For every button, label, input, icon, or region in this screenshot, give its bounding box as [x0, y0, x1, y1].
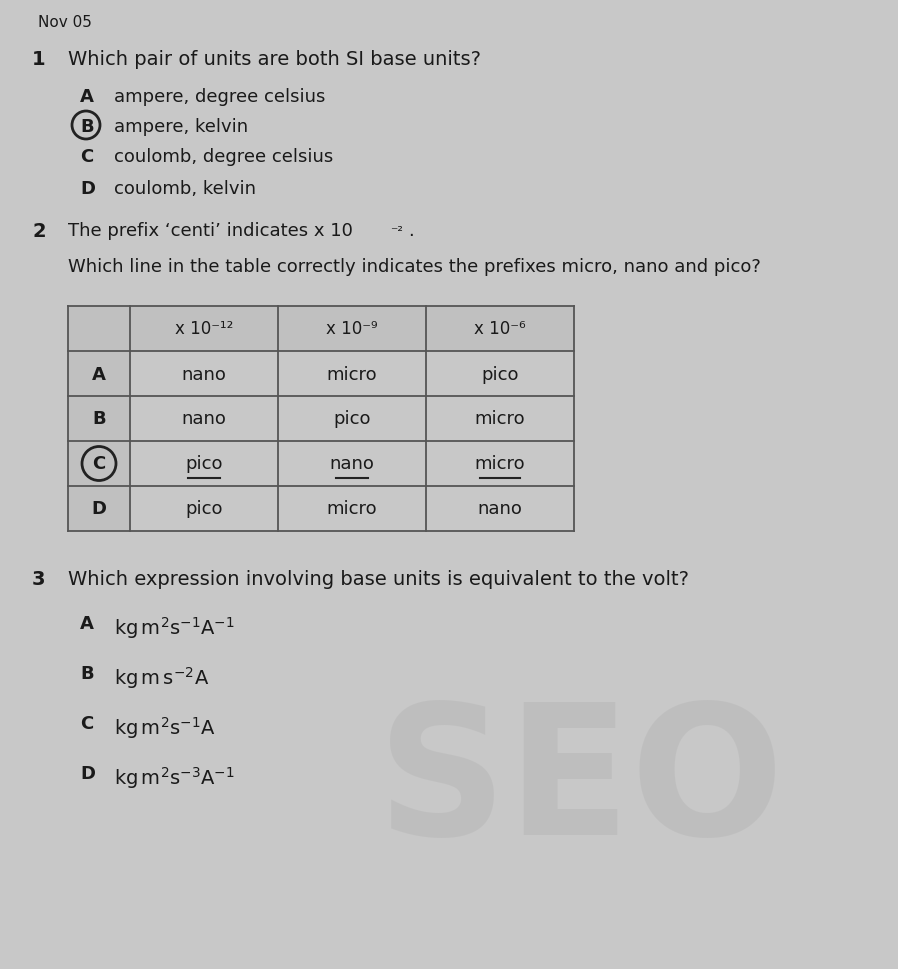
- Text: 1: 1: [32, 50, 46, 69]
- Text: pico: pico: [185, 500, 223, 518]
- Text: Which expression involving base units is equivalent to the volt?: Which expression involving base units is…: [68, 570, 689, 588]
- Text: .: .: [408, 222, 414, 239]
- Text: pico: pico: [185, 455, 223, 473]
- Text: nano: nano: [478, 500, 523, 518]
- Text: ⁻²: ⁻²: [390, 225, 403, 238]
- Text: x 10⁻¹²: x 10⁻¹²: [175, 320, 233, 338]
- Text: nano: nano: [181, 410, 226, 428]
- Text: C: C: [92, 455, 106, 473]
- Text: nano: nano: [181, 365, 226, 383]
- Text: C: C: [80, 148, 93, 166]
- Text: coulomb, degree celsius: coulomb, degree celsius: [114, 148, 333, 166]
- Text: pico: pico: [333, 410, 371, 428]
- Text: coulomb, kelvin: coulomb, kelvin: [114, 180, 256, 198]
- Text: micro: micro: [475, 410, 525, 428]
- Text: D: D: [80, 765, 95, 782]
- Text: x 10⁻⁹: x 10⁻⁹: [326, 320, 378, 338]
- Text: A: A: [92, 365, 106, 383]
- Text: D: D: [92, 500, 107, 518]
- Text: $\mathregular{kg\,m^2s^{-3}A^{-1}}$: $\mathregular{kg\,m^2s^{-3}A^{-1}}$: [114, 765, 234, 790]
- Bar: [68, 486, 130, 531]
- Text: micro: micro: [475, 455, 525, 473]
- Text: $\mathregular{kg\,m^2s^{-1}A^{-1}}$: $\mathregular{kg\,m^2s^{-1}A^{-1}}$: [114, 614, 234, 641]
- Text: pico: pico: [481, 365, 519, 383]
- Text: SEO: SEO: [376, 697, 783, 872]
- Text: D: D: [80, 180, 95, 198]
- Text: B: B: [92, 410, 106, 428]
- Text: Which line in the table correctly indicates the prefixes micro, nano and pico?: Which line in the table correctly indica…: [68, 258, 761, 276]
- Text: C: C: [80, 714, 93, 733]
- Bar: [68, 352, 130, 396]
- Text: 3: 3: [32, 570, 46, 588]
- Text: A: A: [80, 88, 94, 106]
- Text: micro: micro: [327, 365, 377, 383]
- Text: B: B: [80, 665, 93, 682]
- Text: B: B: [80, 118, 93, 136]
- Text: ampere, kelvin: ampere, kelvin: [114, 118, 248, 136]
- Text: $\mathregular{kg\,m\,s^{-2}A}$: $\mathregular{kg\,m\,s^{-2}A}$: [114, 665, 209, 690]
- Text: $\mathregular{kg\,m^2s^{-1}A}$: $\mathregular{kg\,m^2s^{-1}A}$: [114, 714, 216, 740]
- Bar: [68, 396, 130, 442]
- Text: Which pair of units are both SI base units?: Which pair of units are both SI base uni…: [68, 50, 481, 69]
- Text: nano: nano: [330, 455, 374, 473]
- Text: A: A: [80, 614, 94, 633]
- Text: ampere, degree celsius: ampere, degree celsius: [114, 88, 325, 106]
- Text: 2: 2: [32, 222, 46, 240]
- Bar: [68, 306, 130, 352]
- Bar: [68, 306, 574, 352]
- Text: micro: micro: [327, 500, 377, 518]
- Bar: [68, 442, 130, 486]
- Text: x 10⁻⁶: x 10⁻⁶: [474, 320, 526, 338]
- Text: The prefix ‘centi’ indicates x 10: The prefix ‘centi’ indicates x 10: [68, 222, 353, 239]
- Text: Nov 05: Nov 05: [38, 15, 92, 30]
